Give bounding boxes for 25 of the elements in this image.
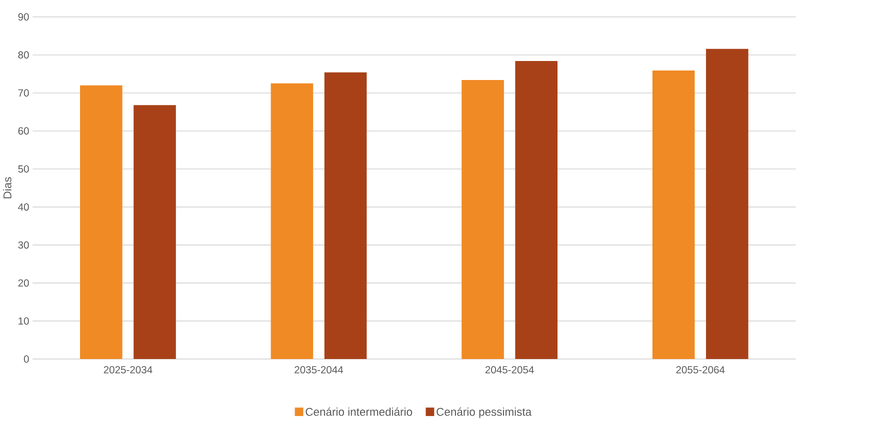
y-tick-label: 60 — [18, 127, 29, 134]
y-tick-label: 80 — [18, 51, 29, 58]
x-tick-label: 2025-2034 — [104, 366, 152, 374]
bar — [80, 85, 122, 359]
y-axis-title: Dias — [3, 177, 12, 198]
bar — [270, 83, 314, 359]
bar — [652, 70, 695, 359]
x-tick-label: 2045-2054 — [485, 366, 534, 374]
legend-label: Cenário pessimista — [436, 407, 532, 418]
y-tick-label: 30 — [18, 241, 29, 248]
legend-label: Cenário intermediário — [306, 407, 412, 416]
x-tick-label: 2035-2044 — [294, 366, 344, 374]
y-tick-label: 90 — [18, 13, 29, 20]
bar — [462, 80, 504, 359]
y-tick-label: 10 — [18, 317, 29, 325]
y-tick-label: 40 — [18, 203, 29, 210]
bar — [134, 104, 176, 359]
y-tick-label: 20 — [18, 279, 29, 287]
bar — [706, 48, 748, 359]
bar — [324, 72, 367, 359]
y-tick-label: 50 — [18, 165, 29, 172]
y-tick-label: 70 — [18, 89, 29, 96]
y-tick-label: 0 — [24, 355, 29, 363]
bar — [515, 60, 558, 359]
x-tick-label: 2055-2064 — [676, 366, 725, 374]
